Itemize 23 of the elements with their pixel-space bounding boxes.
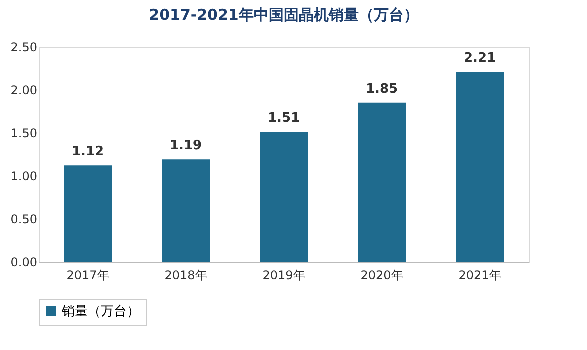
y-tick-label: 0.50 [10, 212, 38, 226]
bar [162, 160, 210, 262]
legend-label: 销量（万台） [61, 304, 140, 320]
y-tick-label: 2.00 [10, 84, 38, 98]
y-tick-label: 1.50 [10, 126, 38, 140]
y-tick-label: 0.00 [10, 256, 38, 270]
x-tick-label: 2021年 [458, 268, 502, 282]
x-tick-label: 2020年 [360, 268, 404, 282]
data-label: 1.85 [366, 82, 398, 97]
x-tick-label: 2019年 [262, 268, 306, 282]
y-tick-label: 1.00 [10, 170, 38, 184]
bar [358, 102, 406, 262]
bar [260, 132, 308, 262]
data-label: 1.19 [170, 138, 202, 154]
data-label: 1.12 [72, 144, 104, 160]
bar [456, 72, 504, 262]
x-tick-label: 2017年 [66, 268, 110, 282]
data-label: 2.21 [464, 50, 496, 66]
chart-title: 2017-2021年中国固晶机销量（万台） [149, 6, 419, 24]
x-tick-label: 2018年 [164, 268, 208, 282]
bar [64, 166, 112, 262]
y-tick-label: 2.50 [10, 40, 38, 54]
data-label: 1.51 [268, 111, 300, 126]
